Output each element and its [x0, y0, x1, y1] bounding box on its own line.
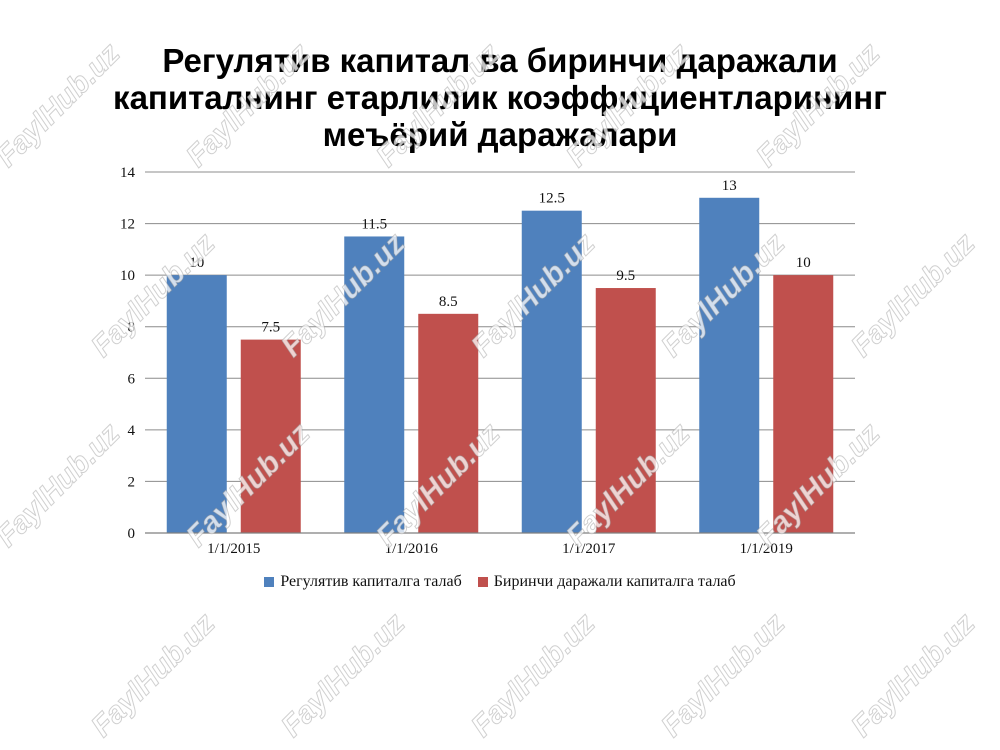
watermark-text: FaylHub.uz	[84, 606, 222, 744]
chart-legend: Регулятив капиталга талаб Биринчи даража…	[0, 573, 1000, 591]
watermark-text: FaylHub.uz	[654, 606, 792, 744]
legend-swatch-regulatory	[264, 577, 275, 587]
data-label: 9.5	[616, 268, 635, 284]
watermark-text: FaylHub.uz	[274, 606, 412, 744]
bar	[595, 288, 656, 533]
data-label: 12.5	[539, 191, 565, 207]
data-label: 11.5	[361, 216, 387, 232]
x-tick-label: 1/1/2016	[385, 541, 439, 557]
y-tick-label: 0	[128, 526, 136, 542]
y-tick-label: 12	[120, 217, 135, 233]
data-label: 13	[722, 178, 737, 194]
chart-title-line-1: Регулятив капитал ва биринчи даражали	[162, 42, 838, 79]
chart-title-line-3: меъёрий даражалари	[322, 116, 678, 153]
legend-item-regulatory: Регулятив капиталга талаб	[264, 573, 462, 591]
bar-chart: 0 2 4 6 8 10 12 14 10 7.5 1/1/2015 11.5 8.5 1/1/2016 1…	[120, 165, 855, 557]
x-tick-label: 1/1/2019	[740, 541, 793, 557]
bar	[344, 236, 405, 533]
data-label: 7.5	[261, 320, 280, 336]
legend-label-regulatory: Регулятив капиталга талаб	[280, 573, 462, 590]
y-tick-label: 4	[128, 423, 136, 439]
y-tick-label: 14	[120, 165, 136, 181]
watermark-text: FaylHub.uz	[464, 606, 602, 744]
chart-title: Регулятив капитал ва биринчи даражали ка…	[60, 42, 940, 153]
bar	[418, 313, 479, 533]
bar	[521, 210, 582, 533]
data-label: 8.5	[439, 294, 458, 310]
legend-label-tier1: Биринчи даражали капиталга талаб	[493, 573, 736, 590]
data-label: 10	[796, 255, 811, 271]
watermark-text: FaylHub.uz	[844, 606, 982, 744]
x-tick-label: 1/1/2015	[207, 541, 260, 557]
x-tick-label: 1/1/2017	[562, 541, 616, 557]
y-tick-label: 10	[120, 268, 135, 284]
y-tick-label: 8	[128, 320, 136, 336]
legend-item-tier1: Биринчи даражали капиталга талаб	[477, 573, 736, 591]
bar	[699, 197, 760, 534]
bar	[166, 275, 227, 533]
y-tick-label: 6	[128, 371, 136, 387]
y-tick-label: 2	[128, 474, 136, 490]
chart-title-line-2: капиталнинг етарлилик коэффициентларинин…	[113, 79, 887, 116]
bar	[240, 339, 301, 533]
data-label: 10	[189, 255, 204, 271]
legend-swatch-tier1	[477, 577, 488, 587]
bar	[773, 275, 834, 533]
